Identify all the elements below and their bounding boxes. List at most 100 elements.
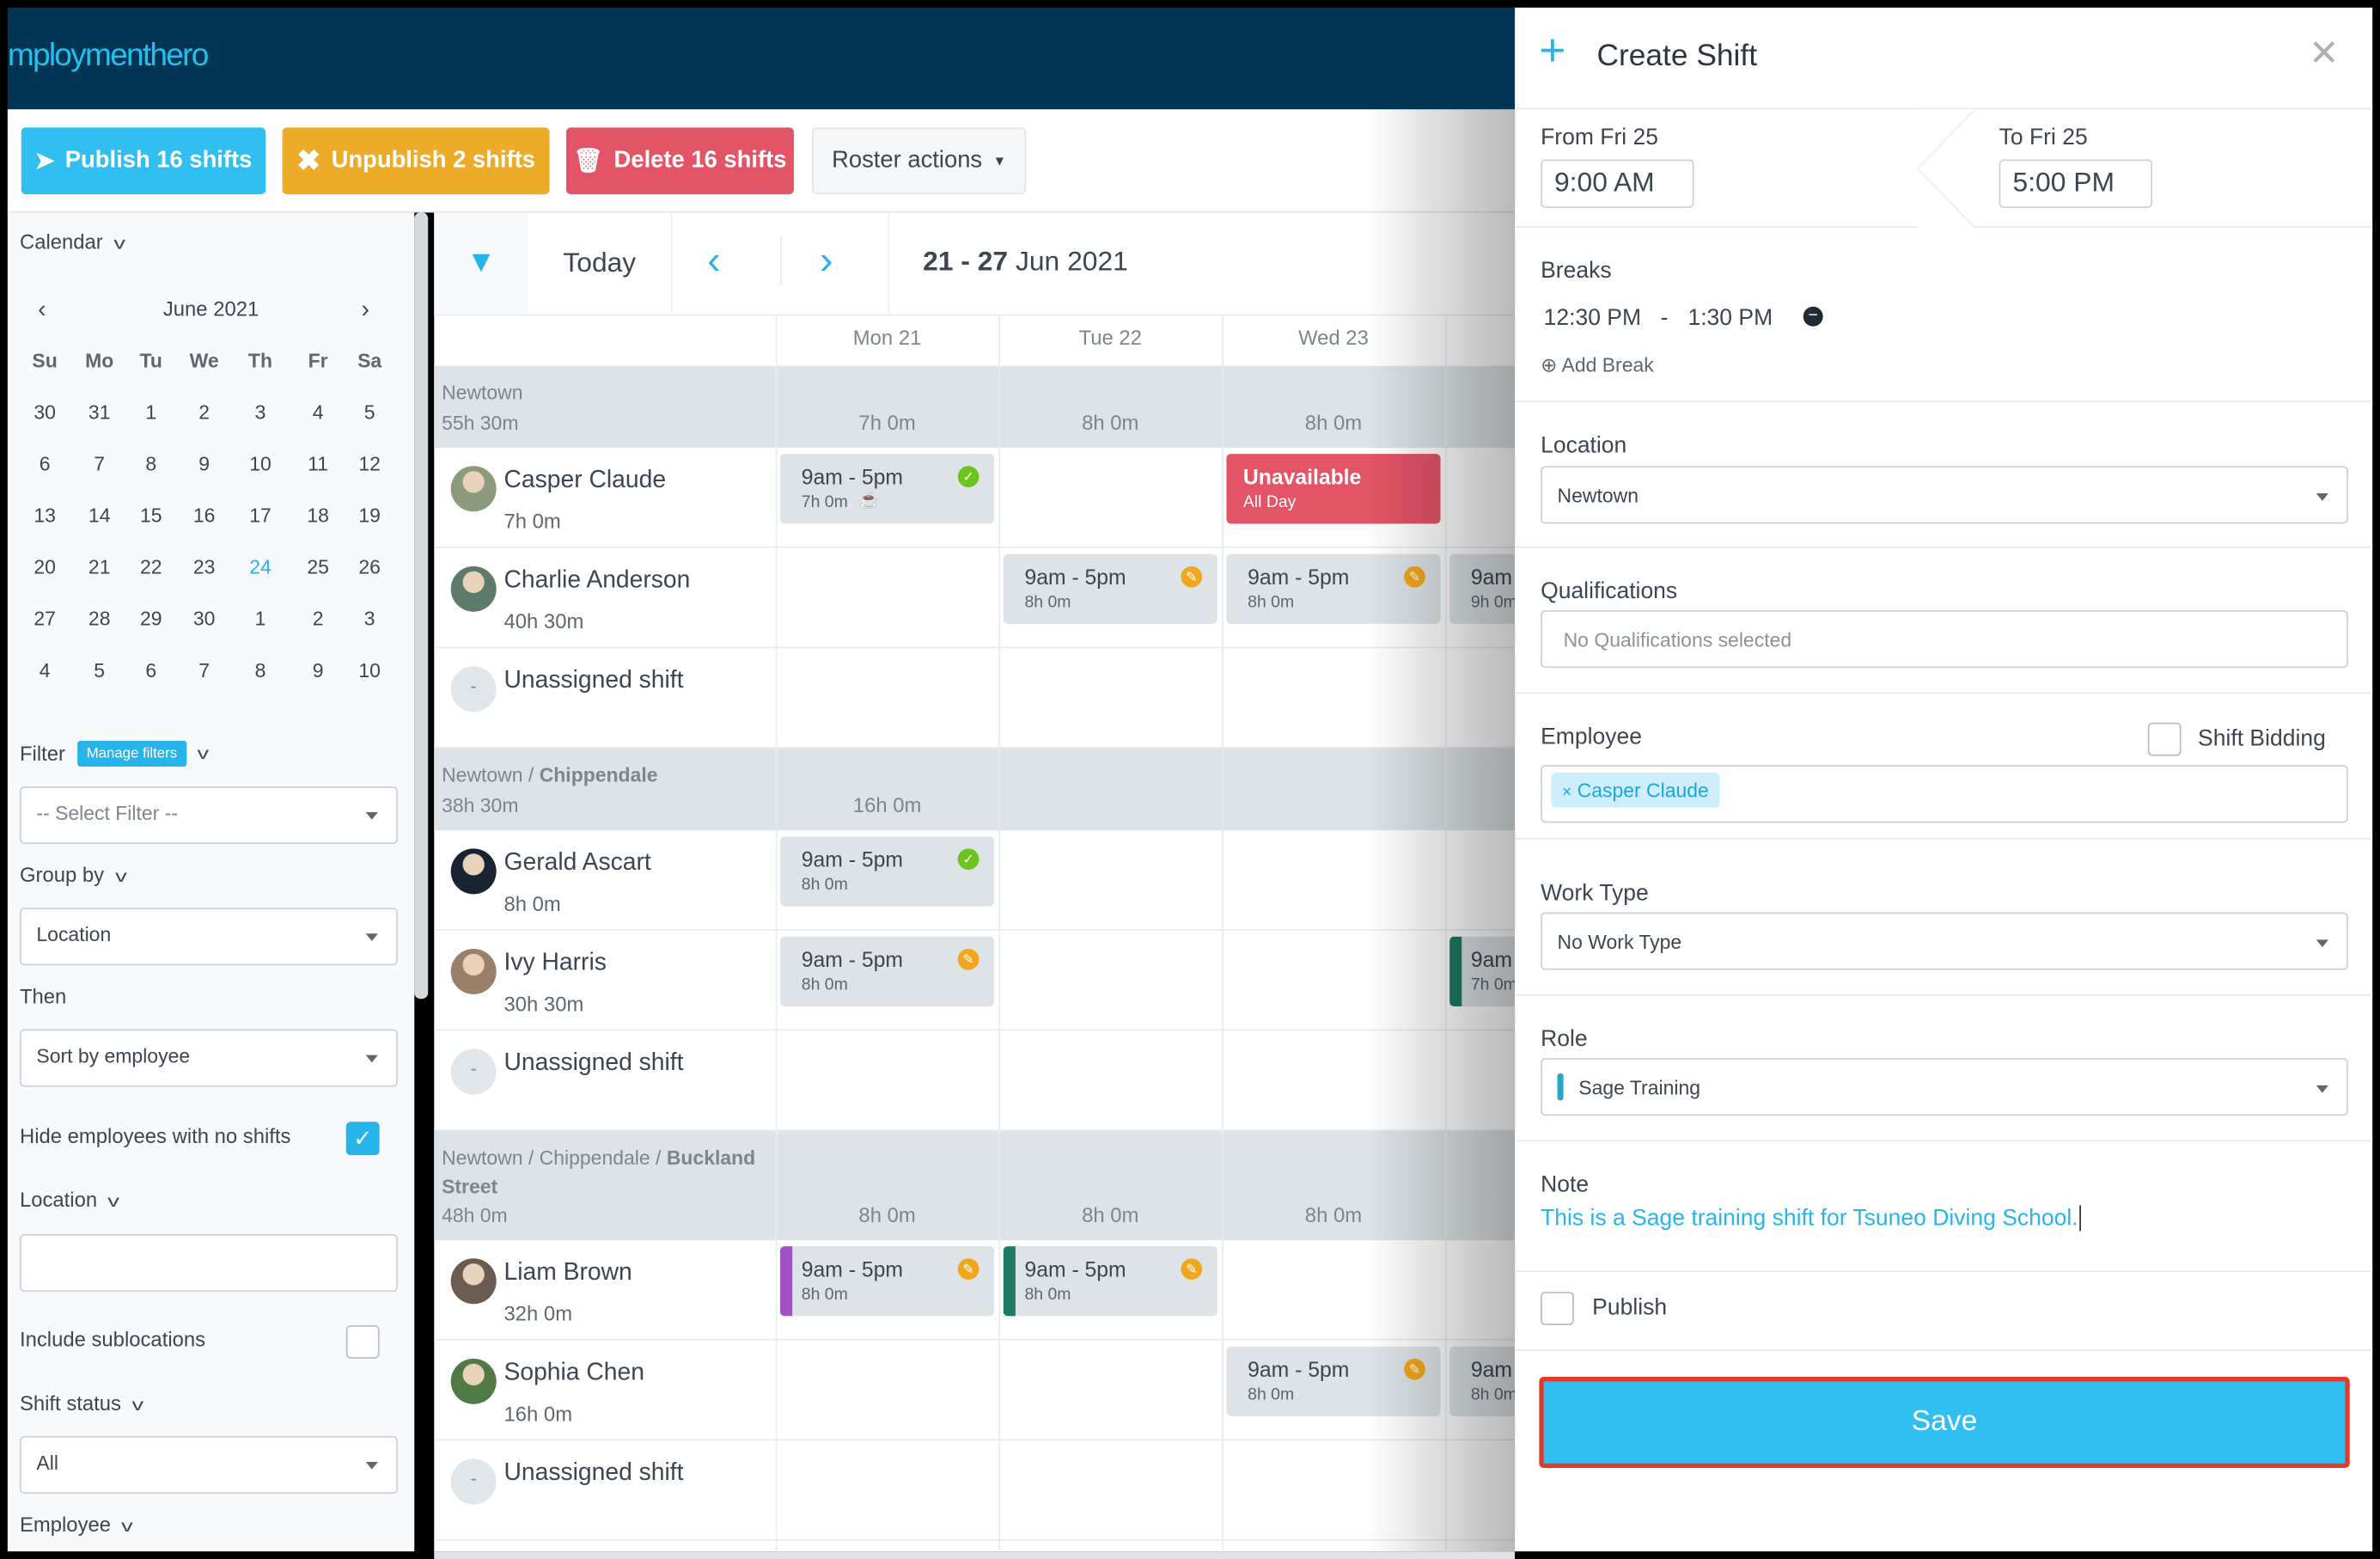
calendar-day[interactable]: 3 — [254, 400, 266, 424]
calendar-day[interactable]: 5 — [94, 658, 106, 682]
filter-select[interactable]: -- Select Filter -- — [19, 786, 398, 845]
publish-checkbox[interactable] — [1541, 1292, 1574, 1325]
calendar-day[interactable]: 15 — [139, 504, 162, 527]
calendar-day[interactable]: 28 — [88, 607, 111, 631]
calendar-day[interactable]: 2 — [312, 607, 324, 631]
calendar-day[interactable]: 8 — [145, 452, 157, 475]
shift-card[interactable]: 9am - 5pm 8h 0m ✎ — [1003, 553, 1217, 624]
prev-month-button[interactable]: ‹ — [38, 297, 46, 324]
calendar-day[interactable]: 1 — [254, 607, 266, 631]
calendar-day[interactable]: 26 — [358, 555, 381, 578]
work-type-select[interactable]: No Work Type — [1541, 912, 2348, 970]
calendar-day[interactable]: 29 — [139, 607, 162, 631]
filter-funnel-button[interactable]: ▼ — [434, 212, 528, 315]
save-button[interactable]: Save — [1539, 1377, 2350, 1469]
shift-card[interactable]: 9am - 5pm 8h 0m ✎ — [1226, 1346, 1441, 1416]
calendar-day[interactable]: 20 — [34, 555, 56, 578]
calendar-day[interactable]: 21 — [88, 555, 111, 578]
unpublish-shifts-button[interactable]: ✖ Unpublish 2 shifts — [282, 127, 550, 195]
location-group-header[interactable]: Newtown / Chippendale 38h 30m 16h 0m — [434, 748, 1516, 831]
today-button[interactable]: Today — [528, 212, 673, 315]
sidebar-scrollbar[interactable] — [414, 212, 429, 1000]
employee-name[interactable]: Unassigned shift — [503, 1050, 684, 1077]
calendar-day[interactable]: 8 — [254, 658, 266, 682]
hide-employees-checkbox[interactable]: ✓ — [345, 1122, 380, 1156]
note-input[interactable]: This is a Sage training shift for Tsuneo… — [1541, 1205, 2082, 1232]
prev-week-button[interactable]: ‹ — [707, 236, 721, 283]
add-break-button[interactable]: ⊕ Add Break — [1541, 354, 1654, 378]
shift-card[interactable]: 9am - 5pm 8h 0m ✎ — [1003, 1246, 1217, 1317]
calendar-day[interactable]: 22 — [139, 555, 162, 578]
calendar-day[interactable]: 9 — [198, 452, 210, 475]
next-month-button[interactable]: › — [361, 297, 369, 324]
remove-break-icon[interactable]: − — [1803, 306, 1823, 327]
calendar-day[interactable]: 10 — [249, 452, 272, 475]
break-start[interactable]: 12:30 PM — [1543, 305, 1642, 332]
employee-name[interactable]: Casper Claude — [503, 468, 667, 494]
calendar-day[interactable]: 1 — [145, 400, 157, 424]
location-group-header[interactable]: Newtown / Chippendale / Buckland Street 48… — [434, 1130, 1516, 1241]
break-end[interactable]: 1:30 PM — [1687, 305, 1773, 332]
employee-name[interactable]: Gerald Ascart — [503, 850, 651, 877]
calendar-day[interactable]: 16 — [192, 504, 216, 527]
from-time-input[interactable]: 9:00 AM — [1541, 159, 1694, 208]
calendar-day[interactable]: 30 — [34, 400, 56, 424]
calendar-day[interactable]: 30 — [192, 607, 216, 631]
shift-status-toggle[interactable]: Shift status v — [20, 1392, 143, 1415]
to-time-input[interactable]: 5:00 PM — [1999, 159, 2153, 208]
calendar-day[interactable]: 18 — [307, 504, 329, 527]
close-icon[interactable]: ✕ — [2308, 33, 2340, 75]
calendar-day[interactable]: 25 — [307, 555, 329, 578]
employee-name[interactable]: Liam Brown — [503, 1260, 632, 1287]
calendar-day[interactable]: 31 — [88, 400, 111, 424]
calendar-day[interactable]: 2 — [198, 400, 210, 424]
calendar-day[interactable]: 9 — [312, 658, 324, 682]
location-group-header[interactable]: Newtown 55h 30m 7h 0m 8h 0m 8h 0m — [434, 365, 1516, 449]
shift-card[interactable]: 9am - 5pm 8h 0m ✎ — [780, 936, 995, 1007]
shift-bidding-checkbox[interactable] — [2147, 722, 2182, 756]
calendar-day[interactable]: 19 — [358, 504, 381, 527]
remove-tag-icon[interactable]: × — [1561, 783, 1572, 802]
employee-tag[interactable]: × Casper Claude — [1551, 773, 1720, 808]
calendar-day[interactable]: 11 — [308, 452, 329, 475]
calendar-day[interactable]: 17 — [249, 504, 272, 527]
publish-shifts-button[interactable]: ➤ Publish 16 shifts — [21, 127, 266, 195]
group-by-toggle[interactable]: Group by v — [20, 864, 126, 886]
employee-toggle[interactable]: Employee v — [20, 1513, 133, 1536]
calendar-day[interactable]: 6 — [145, 658, 157, 682]
employee-name[interactable]: Ivy Harris — [503, 950, 607, 976]
include-sublocations-checkbox[interactable] — [345, 1324, 380, 1359]
calendar-day[interactable]: 5 — [363, 400, 375, 424]
then-select[interactable]: Sort by employee — [19, 1029, 398, 1087]
calendar-toggle[interactable]: Calendar v — [20, 230, 125, 253]
calendar-day[interactable]: 10 — [358, 658, 381, 682]
calendar-day[interactable]: 7 — [94, 452, 106, 475]
role-select[interactable]: Sage Training — [1541, 1058, 2348, 1116]
calendar-day[interactable]: 27 — [34, 607, 56, 631]
employee-input[interactable]: × Casper Claude — [1541, 765, 2348, 823]
calendar-day[interactable]: 6 — [39, 452, 51, 475]
next-week-button[interactable]: › — [819, 236, 833, 283]
employee-name[interactable]: Sophia Chen — [503, 1360, 644, 1386]
calendar-day[interactable]: 12 — [358, 452, 381, 475]
manage-filters-badge[interactable]: Manage filters — [77, 740, 186, 767]
group-by-select[interactable]: Location — [19, 908, 398, 966]
shift-card[interactable]: 9am - 5pm 8h 0m ✎ — [780, 1246, 995, 1317]
shift-card[interactable]: 9am - 5pm 8h 0m ✓ — [780, 836, 995, 907]
employee-name[interactable]: Unassigned shift — [503, 668, 684, 694]
calendar-day-today[interactable]: 24 — [249, 555, 272, 578]
shift-card[interactable]: 9am - 5pm 7h 0m ☕ ✓ — [780, 454, 995, 524]
location-select[interactable]: Newtown — [1541, 466, 2348, 524]
location-toggle[interactable]: Location v — [20, 1189, 119, 1211]
calendar-day[interactable]: 3 — [363, 607, 375, 631]
qualifications-input[interactable]: No Qualifications selected — [1541, 610, 2348, 669]
shift-card[interactable]: 9am - 5pm 8h 0m ✎ — [1226, 553, 1441, 624]
calendar-day[interactable]: 23 — [192, 555, 216, 578]
chevron-down-icon[interactable]: v — [196, 744, 209, 763]
calendar-day[interactable]: 13 — [34, 504, 56, 527]
shift-status-select[interactable]: All — [19, 1435, 398, 1495]
location-input[interactable] — [19, 1234, 398, 1293]
calendar-day[interactable]: 7 — [198, 658, 210, 682]
calendar-day[interactable]: 4 — [39, 658, 51, 682]
calendar-day[interactable]: 4 — [312, 400, 324, 424]
